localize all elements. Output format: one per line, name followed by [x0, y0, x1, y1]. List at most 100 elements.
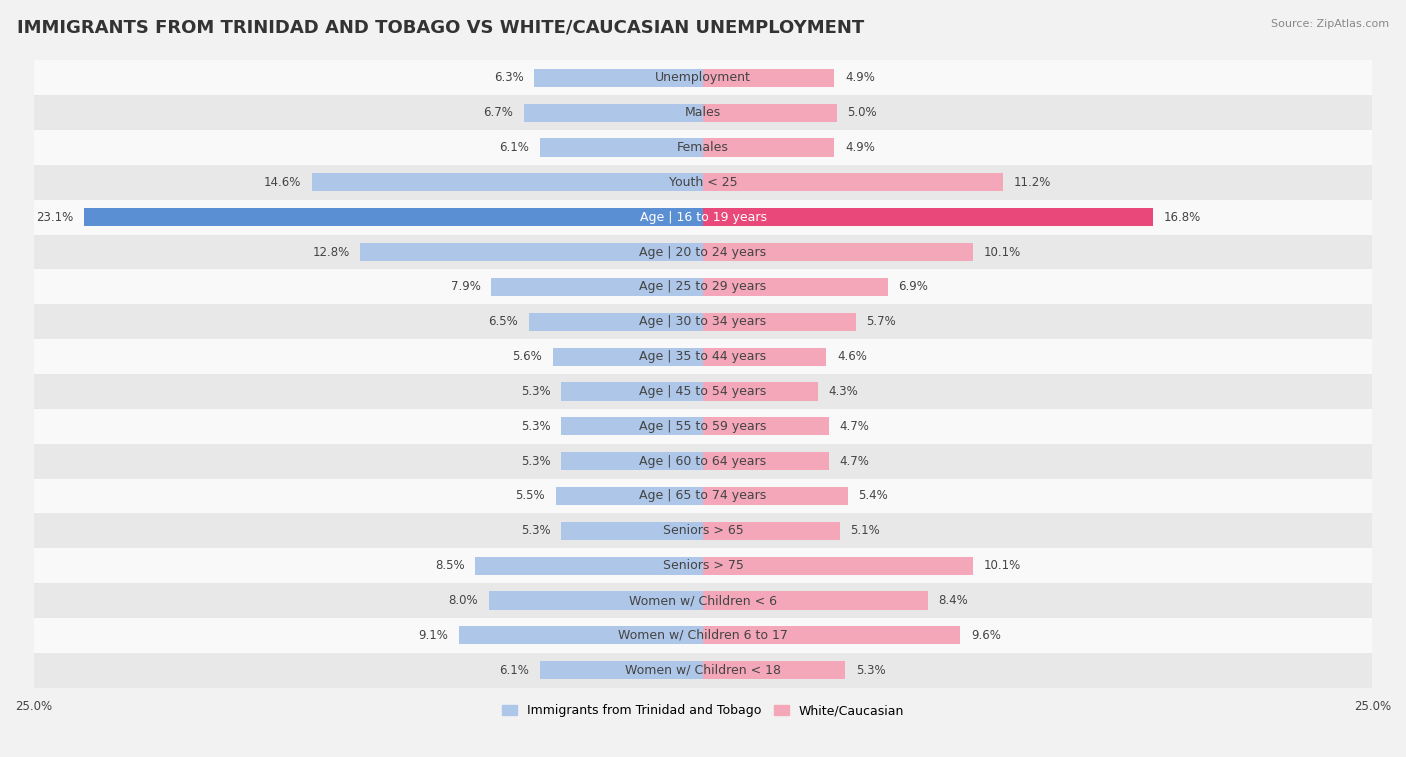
Text: 4.7%: 4.7% — [839, 420, 869, 433]
Text: 5.3%: 5.3% — [520, 455, 550, 468]
Bar — [703, 69, 834, 87]
Text: Seniors > 65: Seniors > 65 — [662, 525, 744, 537]
Bar — [703, 243, 973, 261]
Text: 25.0%: 25.0% — [1354, 700, 1391, 713]
Bar — [561, 452, 703, 470]
Text: Women w/ Children < 18: Women w/ Children < 18 — [626, 664, 780, 677]
Bar — [703, 591, 928, 609]
Text: 5.0%: 5.0% — [848, 106, 877, 119]
Bar — [360, 243, 703, 261]
Text: Age | 45 to 54 years: Age | 45 to 54 years — [640, 385, 766, 398]
Bar — [553, 347, 703, 366]
Text: Age | 60 to 64 years: Age | 60 to 64 years — [640, 455, 766, 468]
Bar — [34, 513, 1372, 548]
Bar — [34, 165, 1372, 200]
Text: 6.3%: 6.3% — [494, 71, 523, 84]
Text: Age | 30 to 34 years: Age | 30 to 34 years — [640, 315, 766, 329]
Bar — [492, 278, 703, 296]
Text: 5.5%: 5.5% — [516, 490, 546, 503]
Text: 4.9%: 4.9% — [845, 141, 875, 154]
Text: 6.1%: 6.1% — [499, 141, 529, 154]
Text: 5.1%: 5.1% — [851, 525, 880, 537]
Text: 8.5%: 8.5% — [434, 559, 464, 572]
Bar — [703, 278, 887, 296]
Text: 4.7%: 4.7% — [839, 455, 869, 468]
Bar — [489, 591, 703, 609]
Text: 11.2%: 11.2% — [1014, 176, 1052, 189]
Bar — [540, 139, 703, 157]
Text: 6.5%: 6.5% — [488, 315, 519, 329]
Text: 9.1%: 9.1% — [419, 629, 449, 642]
Bar — [460, 626, 703, 644]
Text: Age | 55 to 59 years: Age | 55 to 59 years — [640, 420, 766, 433]
Bar — [34, 374, 1372, 409]
Bar — [34, 235, 1372, 269]
Bar — [703, 208, 1153, 226]
Bar — [540, 661, 703, 679]
Bar — [34, 61, 1372, 95]
Bar — [34, 304, 1372, 339]
Bar — [561, 382, 703, 400]
Text: 5.3%: 5.3% — [520, 385, 550, 398]
Bar — [703, 313, 856, 331]
Text: 5.6%: 5.6% — [513, 350, 543, 363]
Bar — [34, 200, 1372, 235]
Text: 4.3%: 4.3% — [830, 385, 859, 398]
Bar — [34, 583, 1372, 618]
Text: 6.9%: 6.9% — [898, 280, 928, 294]
Bar — [561, 417, 703, 435]
Bar — [703, 382, 818, 400]
Bar — [34, 269, 1372, 304]
Text: 5.3%: 5.3% — [520, 420, 550, 433]
Text: 5.3%: 5.3% — [520, 525, 550, 537]
Text: 25.0%: 25.0% — [15, 700, 52, 713]
Bar — [703, 487, 848, 505]
Bar — [475, 556, 703, 575]
Text: Age | 65 to 74 years: Age | 65 to 74 years — [640, 490, 766, 503]
Text: Age | 16 to 19 years: Age | 16 to 19 years — [640, 210, 766, 224]
Bar — [312, 173, 703, 192]
Bar — [34, 95, 1372, 130]
Bar — [529, 313, 703, 331]
Text: Age | 25 to 29 years: Age | 25 to 29 years — [640, 280, 766, 294]
Text: 5.4%: 5.4% — [858, 490, 889, 503]
Bar — [34, 478, 1372, 513]
Text: 6.7%: 6.7% — [484, 106, 513, 119]
Bar — [703, 139, 834, 157]
Text: Males: Males — [685, 106, 721, 119]
Bar — [34, 444, 1372, 478]
Text: 6.1%: 6.1% — [499, 664, 529, 677]
Bar — [534, 69, 703, 87]
Text: 5.7%: 5.7% — [866, 315, 896, 329]
Bar — [703, 452, 830, 470]
Text: 16.8%: 16.8% — [1164, 210, 1201, 224]
Bar — [34, 618, 1372, 653]
Text: Women w/ Children < 6: Women w/ Children < 6 — [628, 594, 778, 607]
Text: 14.6%: 14.6% — [264, 176, 301, 189]
Bar — [703, 173, 1002, 192]
Text: Youth < 25: Youth < 25 — [669, 176, 737, 189]
Bar — [34, 653, 1372, 687]
Bar — [555, 487, 703, 505]
Bar — [703, 661, 845, 679]
Text: Seniors > 75: Seniors > 75 — [662, 559, 744, 572]
Text: IMMIGRANTS FROM TRINIDAD AND TOBAGO VS WHITE/CAUCASIAN UNEMPLOYMENT: IMMIGRANTS FROM TRINIDAD AND TOBAGO VS W… — [17, 19, 865, 37]
Bar — [703, 347, 827, 366]
Text: 5.3%: 5.3% — [856, 664, 886, 677]
Bar — [703, 626, 960, 644]
Bar — [34, 409, 1372, 444]
Bar — [84, 208, 703, 226]
Bar — [34, 548, 1372, 583]
Bar — [34, 339, 1372, 374]
Bar — [703, 104, 837, 122]
Text: Age | 35 to 44 years: Age | 35 to 44 years — [640, 350, 766, 363]
Bar — [703, 522, 839, 540]
Bar — [703, 556, 973, 575]
Bar — [34, 130, 1372, 165]
Bar — [523, 104, 703, 122]
Bar — [703, 417, 830, 435]
Text: 4.6%: 4.6% — [837, 350, 866, 363]
Text: 4.9%: 4.9% — [845, 71, 875, 84]
Text: 12.8%: 12.8% — [312, 245, 350, 259]
Bar — [561, 522, 703, 540]
